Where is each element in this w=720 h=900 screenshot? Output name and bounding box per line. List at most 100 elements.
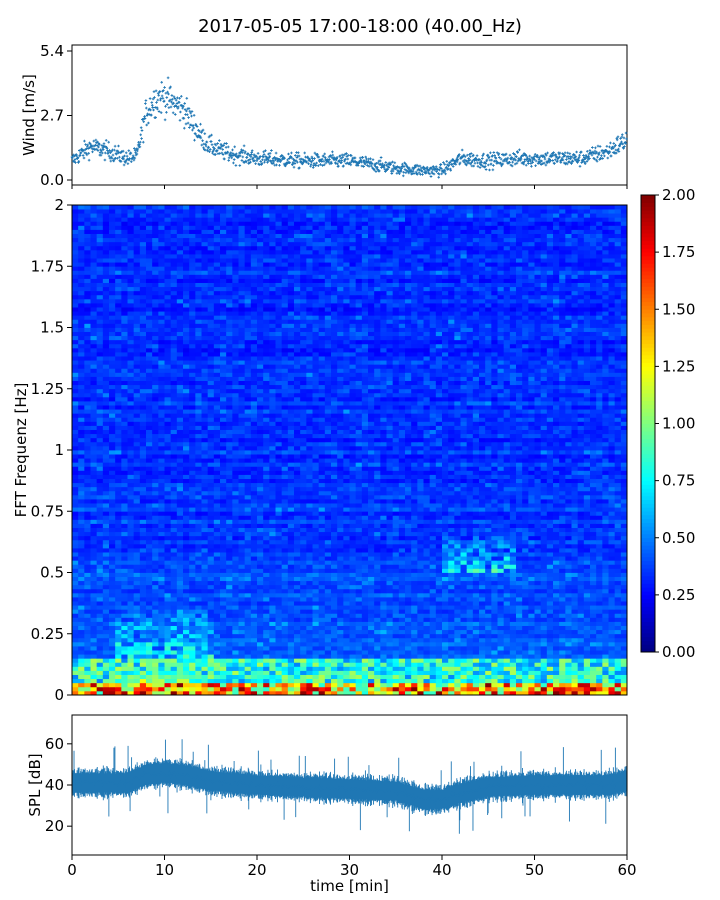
- spectrogram-cell: [479, 609, 486, 614]
- spectrogram-cell: [324, 662, 332, 667]
- spectrogram-cell: [534, 597, 542, 602]
- spectrogram-cell: [540, 666, 548, 671]
- spectrogram-cell: [349, 609, 357, 614]
- spectrogram-cell: [472, 682, 480, 688]
- spectrogram-cell: [158, 580, 165, 586]
- wind-point: [361, 156, 364, 159]
- spectrogram-cell: [324, 682, 332, 688]
- spectrogram-cell: [176, 564, 184, 569]
- spectrogram-cell: [503, 682, 511, 688]
- spectrogram-cell: [176, 556, 184, 561]
- spectrogram-cell: [460, 690, 468, 696]
- spectrogram-cell: [318, 560, 326, 565]
- spectrogram-cell: [238, 609, 246, 614]
- wind-point: [516, 151, 519, 154]
- spectrogram-cell: [220, 666, 227, 671]
- spectrogram-cell: [102, 617, 110, 622]
- spectrogram-cell: [269, 670, 276, 675]
- wind-series: [70, 76, 628, 179]
- spectrogram-cell: [565, 629, 572, 635]
- spectrogram-cell: [374, 682, 381, 688]
- spectrogram-cell: [522, 531, 529, 537]
- spectrogram-cell: [602, 568, 609, 573]
- spectrogram-cell: [269, 646, 276, 651]
- spectrogram-cell: [429, 682, 437, 688]
- wind-point: [438, 168, 441, 172]
- spectrogram-cell: [183, 646, 190, 651]
- spectrogram-cell: [614, 662, 622, 667]
- spectrogram-cell: [577, 633, 585, 639]
- spectrogram-cell: [454, 686, 461, 692]
- spectrogram-cell: [361, 674, 369, 680]
- spectrogram-cell: [392, 674, 400, 680]
- spectrogram-cell: [133, 564, 141, 569]
- spectrogram-cell: [127, 605, 135, 610]
- spectrogram-cell: [121, 576, 128, 582]
- spectrogram-cell: [608, 629, 616, 635]
- spectrogram-cell: [454, 568, 461, 573]
- spectrogram-cell: [115, 637, 122, 643]
- spectrogram-cell: [312, 641, 320, 647]
- spectrogram-cell: [466, 560, 474, 565]
- spectrogram-cell: [571, 662, 579, 667]
- spectrogram-cell: [250, 646, 258, 651]
- spectrogram-cell: [460, 682, 468, 688]
- spectrogram-cell: [349, 662, 357, 667]
- spectrogram-cell: [546, 531, 554, 537]
- spectrogram-cell: [250, 543, 258, 549]
- spectrogram-cell: [392, 646, 400, 651]
- spectrogram-cell: [127, 548, 135, 553]
- spectrogram-cell: [460, 629, 468, 635]
- spectrogram-cell: [263, 605, 270, 610]
- spectrogram-cell: [312, 556, 320, 561]
- wind-point: [200, 143, 204, 147]
- spectrogram-cell: [522, 556, 529, 561]
- wind-point: [168, 98, 172, 102]
- spectrogram-cell: [571, 548, 579, 553]
- spectrogram-cell: [392, 629, 400, 635]
- spectrogram-cell: [405, 637, 412, 643]
- spectrogram-cell: [571, 690, 579, 696]
- spectrogram-cell: [275, 552, 283, 557]
- spectrogram-cell: [72, 658, 79, 663]
- wind-point: [108, 149, 111, 152]
- spectrogram-cell: [479, 588, 486, 594]
- spectrogram-cell: [226, 592, 233, 598]
- spectrogram-cell: [522, 560, 529, 565]
- wind-point: [322, 159, 326, 163]
- spectrogram-cell: [263, 613, 270, 618]
- spectrogram-cell: [207, 658, 215, 663]
- spectrogram-cell: [263, 548, 270, 553]
- spectrogram-cell: [207, 641, 215, 647]
- spectrogram-cell: [590, 633, 597, 639]
- wind-point: [480, 161, 483, 164]
- spectrogram-cell: [96, 621, 104, 626]
- spectrogram-cell: [398, 621, 406, 626]
- spectrogram-cell: [232, 686, 239, 692]
- spectrogram-cell: [522, 670, 529, 675]
- spectrogram-cell: [405, 617, 412, 622]
- wind-point: [390, 172, 394, 175]
- spectrogram-cell: [516, 580, 523, 586]
- spectrogram-cell: [176, 658, 184, 663]
- spectrogram-cell: [90, 621, 98, 626]
- wind-point: [510, 156, 513, 159]
- spectrogram-cell: [250, 666, 258, 671]
- spectrogram-cell: [534, 548, 542, 553]
- spectrogram-cell: [553, 617, 560, 622]
- spectrogram-cell: [411, 580, 418, 586]
- spectrogram-cell: [232, 605, 239, 610]
- spectrogram-cell: [583, 682, 591, 688]
- spectrogram-cell: [423, 621, 431, 626]
- spectrogram-cell: [472, 690, 480, 696]
- spectrogram-cell: [146, 572, 153, 577]
- spectrogram-cell: [294, 552, 301, 557]
- wind-point: [329, 154, 332, 158]
- wind-point: [248, 154, 251, 157]
- wind-point: [320, 157, 324, 161]
- spectrogram-cell: [170, 686, 178, 692]
- wind-point: [301, 162, 304, 166]
- spectrogram-cell: [374, 576, 381, 582]
- spectrogram-cell: [195, 621, 202, 626]
- spectrogram-cell: [281, 682, 289, 688]
